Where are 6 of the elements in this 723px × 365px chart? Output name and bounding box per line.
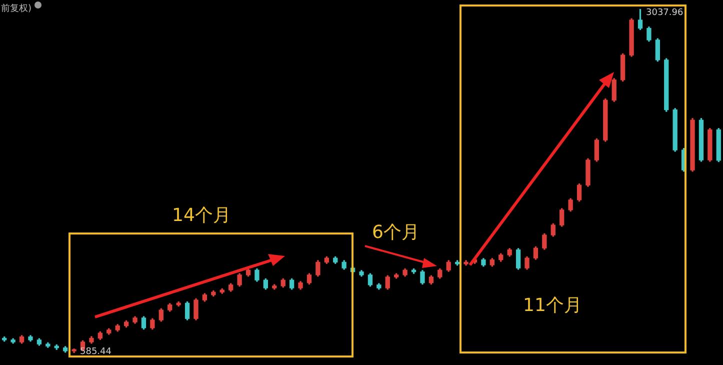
chart-title: 前复权) bbox=[1, 2, 32, 15]
annotation: 3037.96 bbox=[646, 8, 684, 18]
annotation: 585.44 bbox=[80, 347, 112, 357]
annotation: 6个月 bbox=[372, 221, 420, 244]
annotation: 11个月 bbox=[523, 294, 582, 317]
annotation: 14个月 bbox=[172, 204, 231, 227]
